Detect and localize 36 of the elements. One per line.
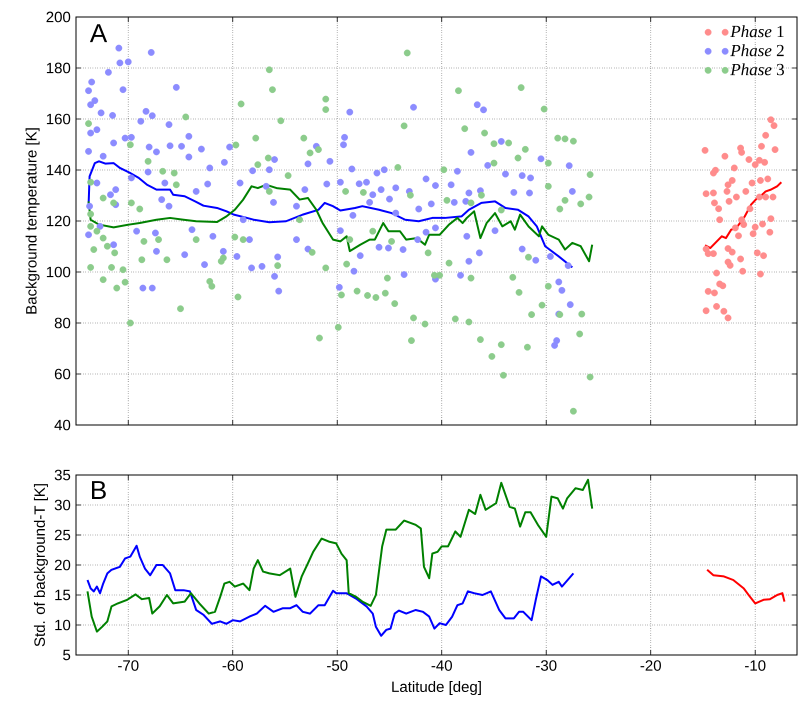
annotation: B [92,481,106,499]
y-tick-label: 5 [63,650,70,660]
line-series [88,184,594,262]
y-tick-label: 160 [46,114,70,124]
y-tick-label: 140 [46,164,70,176]
line-series [706,568,786,604]
line-series [86,478,594,633]
legend-label: Phase 2 [730,44,784,56]
line-series [88,160,574,268]
y-tick-label: 60 [54,368,70,380]
x-tick-label: -30 [536,660,556,671]
x-tick-label: -10 [745,660,766,671]
x-tick-label: -70 [118,660,138,671]
y-tick-label: 120 [46,216,70,226]
legend-label: Phase 3 [730,63,784,76]
x-tick-label: -20 [640,660,661,671]
x-tick-label: -60 [222,660,243,671]
y-tick-label: 10 [55,620,70,630]
y-tick-label: 35 [54,470,70,480]
legend-label: Phase 1 [730,25,784,38]
x-axis-title: Latitude [deg] [392,681,481,695]
y-axis-title: Std. of background-T [K] [34,484,48,646]
y-tick-label: 80 [54,318,70,328]
y-tick-label: 40 [54,420,70,430]
x-tick-label: -40 [432,660,452,671]
y-tick-label: 15 [55,590,70,600]
y-axis-title: Background temperature [K] [26,128,40,314]
line-series [86,544,574,637]
y-tick-label: 180 [46,62,70,74]
x-tick-label: -50 [327,660,348,671]
y-tick-label: 100 [46,266,70,278]
y-tick-label: 200 [46,12,70,22]
y-tick-label: 30 [54,500,70,510]
annotation: A [90,24,108,42]
y-tick-label: 25 [54,530,70,540]
y-tick-label: 20 [54,560,70,570]
